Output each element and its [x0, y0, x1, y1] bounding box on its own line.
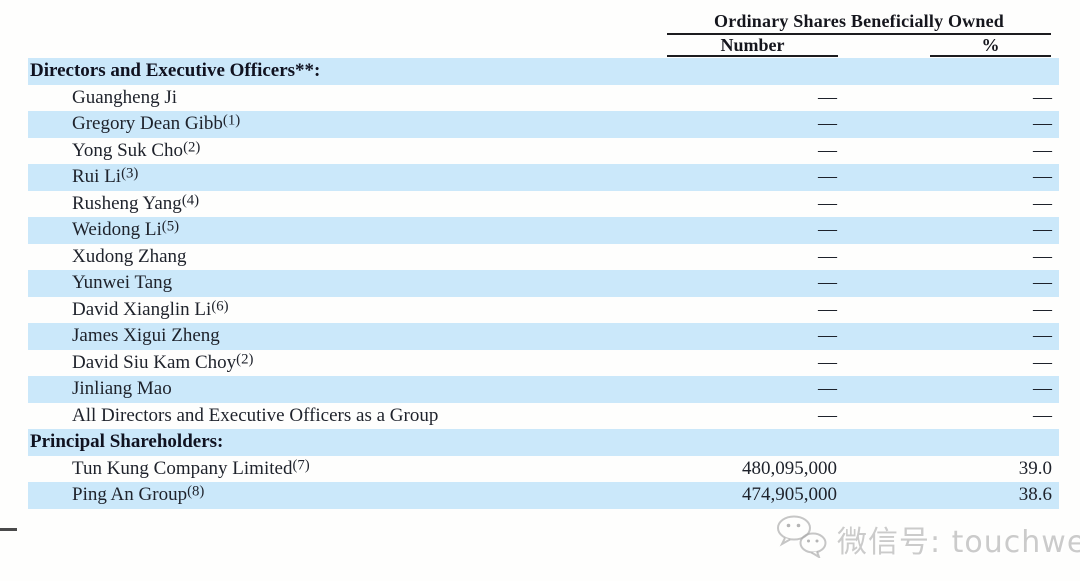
column-header-number: Number — [720, 35, 785, 55]
group-header-underline — [667, 33, 1051, 35]
section-title: Principal Shareholders: — [30, 431, 224, 452]
table-row: David Xianglin Li(6) — — — [0, 297, 1080, 324]
percent-cell: — — [1033, 298, 1052, 320]
number-cell: — — [818, 378, 837, 399]
footnote-ref: (1) — [222, 112, 241, 129]
section-header-row: Principal Shareholders: — [0, 429, 1080, 456]
number-cell: — — [818, 245, 837, 267]
percent-cell: — — [1033, 113, 1052, 134]
table-row: Ping An Group(8) 474,905,000 38.6 — [0, 482, 1080, 509]
footnote-ref: (5) — [161, 218, 180, 235]
footnote-ref: (7) — [292, 456, 310, 473]
number-cell: — — [818, 298, 837, 320]
percent-cell: — — [1033, 139, 1052, 161]
percent-cell: — — [1033, 351, 1052, 373]
shareholder-name: Weidong Li(5) — [72, 218, 180, 240]
table-body: Directors and Executive Officers**: Guan… — [0, 58, 1080, 509]
number-cell: — — [818, 351, 837, 373]
percent-cell: — — [1033, 272, 1052, 293]
shareholder-name: Rusheng Yang(4) — [72, 191, 200, 214]
wechat-watermark: 微信号: touchweb — [775, 514, 1080, 563]
table-row: Rui Li(3) — — — [0, 164, 1080, 191]
percent-column-underline — [930, 55, 1051, 57]
percent-cell: — — [1033, 404, 1052, 426]
table-row: All Directors and Executive Officers as … — [0, 403, 1080, 430]
number-cell: — — [818, 272, 837, 293]
section-title: Directors and Executive Officers**: — [30, 60, 321, 81]
percent-cell: — — [1033, 325, 1052, 346]
row-shade-band — [28, 58, 1059, 85]
table-row: Guangheng Ji — — — [0, 85, 1080, 112]
table-row: Yong Suk Cho(2) — — — [0, 138, 1080, 165]
shareholder-name: Tun Kung Company Limited(7) — [72, 456, 310, 479]
shareholder-name: Guangheng Ji — [72, 86, 178, 108]
column-group-header: Ordinary Shares Beneficially Owned — [714, 11, 1004, 31]
shareholder-name: Yunwei Tang — [72, 272, 173, 293]
shareholder-name: Yong Suk Cho(2) — [72, 138, 201, 161]
number-column-underline — [667, 55, 838, 57]
percent-cell: — — [1033, 166, 1052, 187]
number-cell: 480,095,000 — [742, 457, 837, 479]
table-row: Gregory Dean Gibb(1) — — — [0, 111, 1080, 138]
footnote-ref: (2) — [183, 138, 201, 155]
column-header-percent: % — [981, 35, 1000, 55]
number-cell: — — [818, 192, 837, 214]
footnote-ref: (4) — [181, 191, 200, 208]
shareholder-name: Rui Li(3) — [72, 165, 139, 187]
wechat-icon — [775, 514, 829, 563]
table-row: Yunwei Tang — — — [0, 270, 1080, 297]
shareholder-name: Gregory Dean Gibb(1) — [72, 112, 241, 134]
percent-cell: 38.6 — [1018, 484, 1052, 505]
footnote-ref: (3) — [121, 165, 139, 182]
percent-cell: 39.0 — [1018, 457, 1052, 479]
percent-cell: — — [1033, 86, 1052, 108]
table-row: Xudong Zhang — — — [0, 244, 1080, 271]
shareholder-name: James Xigui Zheng — [72, 325, 220, 346]
footnote-ref: (2) — [236, 350, 254, 367]
shareholder-name: David Xianglin Li(6) — [72, 297, 229, 320]
number-cell: — — [818, 139, 837, 161]
table-row: Jinliang Mao — — — [0, 376, 1080, 403]
percent-cell: — — [1033, 378, 1052, 399]
shareholder-name: All Directors and Executive Officers as … — [72, 404, 439, 426]
footnote-ref: (8) — [187, 483, 205, 500]
section-header-row: Directors and Executive Officers**: — [0, 58, 1080, 85]
number-cell: — — [818, 86, 837, 108]
number-cell: — — [818, 113, 837, 134]
number-cell: 474,905,000 — [742, 484, 837, 505]
table-row: David Siu Kam Choy(2) — — — [0, 350, 1080, 377]
row-shade-band — [28, 429, 1059, 456]
table-row: Tun Kung Company Limited(7) 480,095,000 … — [0, 456, 1080, 483]
percent-cell: — — [1033, 192, 1052, 214]
table-row: Weidong Li(5) — — — [0, 217, 1080, 244]
watermark-text: 微信号: touchweb — [837, 524, 1080, 560]
shareholder-name: Jinliang Mao — [72, 378, 172, 399]
percent-cell: — — [1033, 219, 1052, 240]
table-row: James Xigui Zheng — — — [0, 323, 1080, 350]
percent-cell: — — [1033, 245, 1052, 267]
table-row: Rusheng Yang(4) — — — [0, 191, 1080, 218]
shareholder-name: Xudong Zhang — [72, 245, 187, 267]
footnote-ref: (6) — [211, 297, 229, 314]
number-cell: — — [818, 404, 837, 426]
shareholder-name: Ping An Group(8) — [72, 483, 205, 505]
page-edge-dash — [0, 528, 17, 531]
number-cell: — — [818, 219, 837, 240]
number-cell: — — [818, 166, 837, 187]
shareholder-name: David Siu Kam Choy(2) — [72, 350, 254, 373]
number-cell: — — [818, 325, 837, 346]
